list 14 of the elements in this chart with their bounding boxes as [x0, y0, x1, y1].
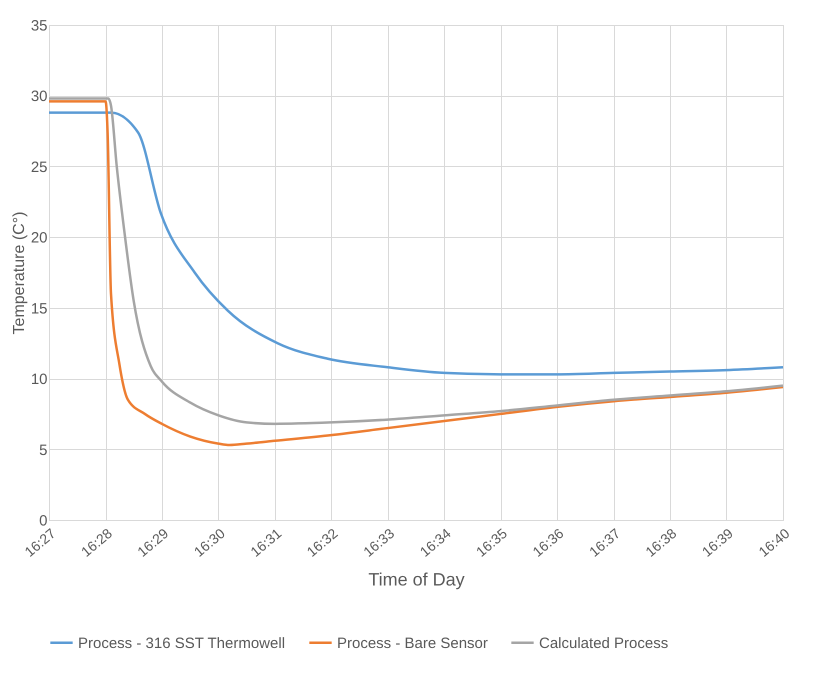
legend-label: Process - 316 SST Thermowell	[78, 634, 286, 652]
line-series	[48, 111, 784, 376]
y-tick-label: 35	[30, 18, 48, 34]
legend-label: Process - Bare Sensor	[337, 634, 488, 652]
y-tick-label: 30	[30, 88, 48, 106]
y-tick-label: 5	[39, 442, 48, 459]
y-tick-label: 0	[39, 512, 48, 530]
y-tick-label: 20	[30, 230, 48, 247]
x-axis-title: Time of Day	[368, 570, 465, 590]
y-tick-label: 25	[30, 158, 48, 176]
y-tick-label: 10	[30, 371, 48, 388]
legend-label: Calculated Process	[539, 634, 668, 652]
y-axis-title: Temperature (C°)	[10, 212, 28, 334]
y-tick-label: 15	[30, 300, 48, 318]
